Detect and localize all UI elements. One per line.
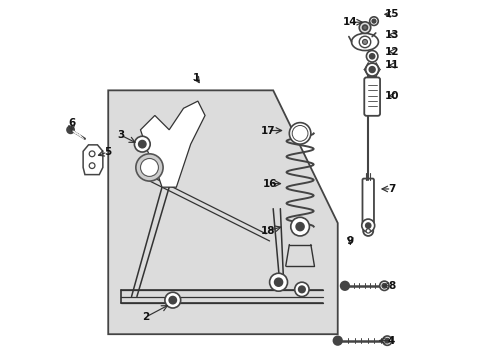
Circle shape bbox=[359, 22, 370, 33]
Circle shape bbox=[362, 40, 367, 44]
Polygon shape bbox=[108, 90, 337, 334]
Circle shape bbox=[89, 151, 95, 157]
Polygon shape bbox=[140, 101, 204, 187]
Text: 3: 3 bbox=[117, 130, 124, 140]
Polygon shape bbox=[83, 145, 102, 175]
Circle shape bbox=[366, 229, 369, 233]
Circle shape bbox=[340, 282, 348, 290]
Text: 7: 7 bbox=[387, 184, 394, 194]
Text: 10: 10 bbox=[384, 91, 399, 101]
Circle shape bbox=[379, 281, 388, 291]
Text: 9: 9 bbox=[346, 236, 353, 246]
Circle shape bbox=[366, 50, 377, 62]
Circle shape bbox=[136, 154, 163, 181]
Circle shape bbox=[274, 278, 282, 286]
FancyBboxPatch shape bbox=[362, 179, 373, 225]
Circle shape bbox=[145, 163, 153, 172]
Circle shape bbox=[290, 217, 309, 236]
Circle shape bbox=[169, 297, 176, 304]
Circle shape bbox=[361, 219, 374, 232]
Circle shape bbox=[369, 54, 374, 59]
Text: 5: 5 bbox=[103, 147, 111, 157]
Circle shape bbox=[269, 273, 287, 291]
Text: 18: 18 bbox=[260, 226, 274, 236]
Circle shape bbox=[140, 158, 158, 176]
Circle shape bbox=[292, 126, 307, 141]
Circle shape bbox=[369, 17, 378, 26]
Text: 16: 16 bbox=[263, 179, 277, 189]
FancyBboxPatch shape bbox=[364, 77, 379, 116]
Circle shape bbox=[296, 223, 304, 230]
Circle shape bbox=[295, 129, 304, 138]
Text: 2: 2 bbox=[142, 312, 149, 322]
Circle shape bbox=[89, 163, 95, 168]
Circle shape bbox=[382, 336, 391, 345]
Circle shape bbox=[67, 126, 74, 134]
Circle shape bbox=[289, 123, 310, 144]
Circle shape bbox=[368, 67, 374, 72]
Text: 13: 13 bbox=[384, 30, 399, 40]
Text: 14: 14 bbox=[342, 17, 357, 27]
Circle shape bbox=[298, 286, 305, 293]
Text: 12: 12 bbox=[384, 46, 399, 57]
Text: 8: 8 bbox=[387, 281, 394, 291]
Circle shape bbox=[371, 19, 375, 23]
Text: 15: 15 bbox=[384, 9, 399, 19]
Circle shape bbox=[359, 36, 370, 48]
Circle shape bbox=[365, 223, 370, 228]
Ellipse shape bbox=[351, 33, 378, 50]
Circle shape bbox=[363, 226, 372, 236]
Circle shape bbox=[139, 140, 145, 148]
Circle shape bbox=[362, 25, 367, 30]
Circle shape bbox=[384, 338, 388, 343]
Text: 17: 17 bbox=[260, 126, 275, 135]
Text: 11: 11 bbox=[384, 60, 399, 70]
Circle shape bbox=[382, 284, 386, 288]
Circle shape bbox=[164, 292, 180, 308]
Circle shape bbox=[134, 136, 150, 152]
Text: 4: 4 bbox=[387, 336, 394, 346]
Circle shape bbox=[365, 63, 378, 76]
Circle shape bbox=[294, 282, 308, 297]
Text: 1: 1 bbox=[192, 73, 199, 83]
Circle shape bbox=[333, 336, 341, 345]
Text: 6: 6 bbox=[68, 118, 75, 128]
